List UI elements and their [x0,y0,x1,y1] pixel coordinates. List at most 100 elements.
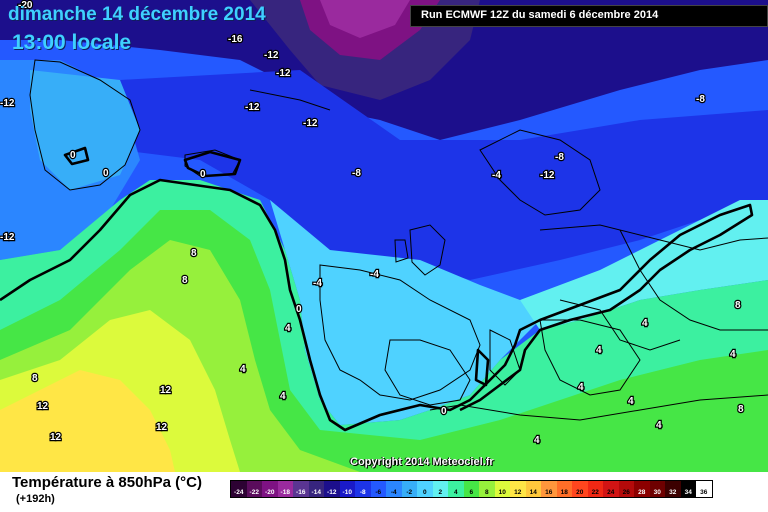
scale-swatch-label: 28 [638,488,646,496]
contour-label: -20 [18,0,33,11]
scale-swatch: 14 [525,481,541,497]
scale-swatch-label: 36 [700,488,708,496]
contour-label: -12 [245,102,260,113]
scale-swatch: 28 [634,481,650,497]
contour-label: -12 [303,118,318,129]
scale-swatch-label: 2 [438,488,443,496]
scale-swatch: 34 [680,481,696,497]
contour-label: -12 [264,50,279,61]
scale-swatch: 4 [448,481,464,497]
scale-swatch-label: 6 [469,488,474,496]
model-run-label: Run ECMWF 12Z du samedi 6 décembre 2014 [421,9,659,21]
scale-swatch: 26 [618,481,634,497]
scale-swatch-label: 22 [591,488,599,496]
contour-label: 4 [628,396,634,407]
contour-label: 12 [156,422,168,433]
scale-swatch-label: -4 [390,488,397,496]
contour-label: 0 [70,150,76,161]
contour-label: 4 [534,435,540,446]
zero-isotherm [0,146,754,432]
contour-label: 0 [103,168,109,179]
contour-label: -12 [0,98,15,109]
contour-label: 4 [730,349,736,360]
scale-swatch: 32 [665,481,681,497]
scale-swatch: -16 [293,481,309,497]
temperature-map: -20 -16 -12 -12 -12 -12 -12 -8 -8 -4 -12… [0,0,768,472]
scale-swatch-label: -20 [265,488,275,496]
scale-swatch: 10 [494,481,510,497]
contour-label: -4 [492,170,501,181]
contour-label: 0 [200,169,206,180]
forecast-time: 13:00 locale [12,31,132,54]
contour-labels: -20 -16 -12 -12 -12 -12 -12 -8 -8 -4 -12… [0,0,745,447]
contour-label: -16 [228,34,243,45]
scale-swatch-label: 18 [560,488,568,496]
contour-label: -8 [352,168,361,179]
scale-swatch: -14 [308,481,324,497]
scale-swatch: 30 [649,481,665,497]
tropical-warm-region [0,370,175,472]
contour-label: -12 [276,68,291,79]
scale-swatch: -2 [401,481,417,497]
contour-label: -4 [313,278,322,289]
contour-label: 4 [596,345,602,356]
scale-swatch-label: -24 [234,488,244,496]
color-scale: -24 -22 -20 -18 -16 -14 -12 -10 -8 -6 -4 -2 0 2 4 6 8 10 1… [230,480,713,498]
scale-swatch-label: -8 [359,488,366,496]
scale-swatch: 6 [463,481,479,497]
contour-label: 0 [296,304,302,315]
scale-swatch: 8 [479,481,495,497]
copyright-notice: Copyright 2014 Meteociel.fr [350,456,494,468]
scale-swatch: -10 [339,481,355,497]
scale-swatch: -4 [386,481,402,497]
scale-swatch: -18 [277,481,293,497]
scale-swatch-label: 30 [653,488,661,496]
scale-swatch: 0 [417,481,433,497]
variable-title: Température à 850hPa (°C) [12,474,202,491]
forecast-date: dimanche 14 décembre 2014 [8,4,266,25]
contour-label: 4 [240,364,246,375]
legend-footer: Température à 850hPa (°C) (+192h) -24 -22… [0,472,768,512]
contour-label: 4 [656,420,662,431]
contour-label: -8 [696,94,705,105]
cold-field-region [120,70,768,280]
scale-swatch-label: 34 [684,488,692,496]
scale-swatch: -20 [262,481,278,497]
scale-swatch-label: -22 [249,488,259,496]
contour-label: 4 [285,323,291,334]
scale-swatch-label: -14 [311,488,321,496]
contour-label: 12 [37,401,49,412]
contour-label: 0 [441,406,447,417]
scale-swatch: 2 [432,481,448,497]
scale-swatch-label: 8 [484,488,489,496]
contour-label: 12 [160,385,172,396]
scale-swatch-label: -18 [280,488,290,496]
scale-swatch-label: -10 [342,488,352,496]
polar-core-region [320,0,410,38]
contour-label: -12 [540,170,555,181]
scale-swatch: 20 [572,481,588,497]
scale-swatch-label: 20 [576,488,584,496]
contour-label: -12 [0,232,15,243]
scale-swatch: -24 [231,481,247,497]
scale-swatch: 12 [510,481,526,497]
contour-label: 12 [50,432,62,443]
scale-swatch: -22 [246,481,262,497]
scale-swatch-label: -2 [406,488,413,496]
scale-swatch-label: 14 [529,488,537,496]
contour-label: 4 [578,382,584,393]
model-run-banner: Run ECMWF 12Z du samedi 6 décembre 2014 [410,5,768,27]
scale-swatch: 16 [541,481,557,497]
scale-swatch: -8 [355,481,371,497]
europe-cool-region [270,200,540,425]
contour-label: 4 [642,318,648,329]
contour-label: -4 [370,269,379,280]
contour-label: 8 [182,275,188,286]
contour-label: -8 [555,152,564,163]
greenland-region [30,70,140,190]
scale-swatch-label: 0 [422,488,427,496]
scale-swatch-label: 12 [514,488,522,496]
forecast-range: (+192h) [16,493,55,505]
scale-swatch: 36 [696,481,712,497]
